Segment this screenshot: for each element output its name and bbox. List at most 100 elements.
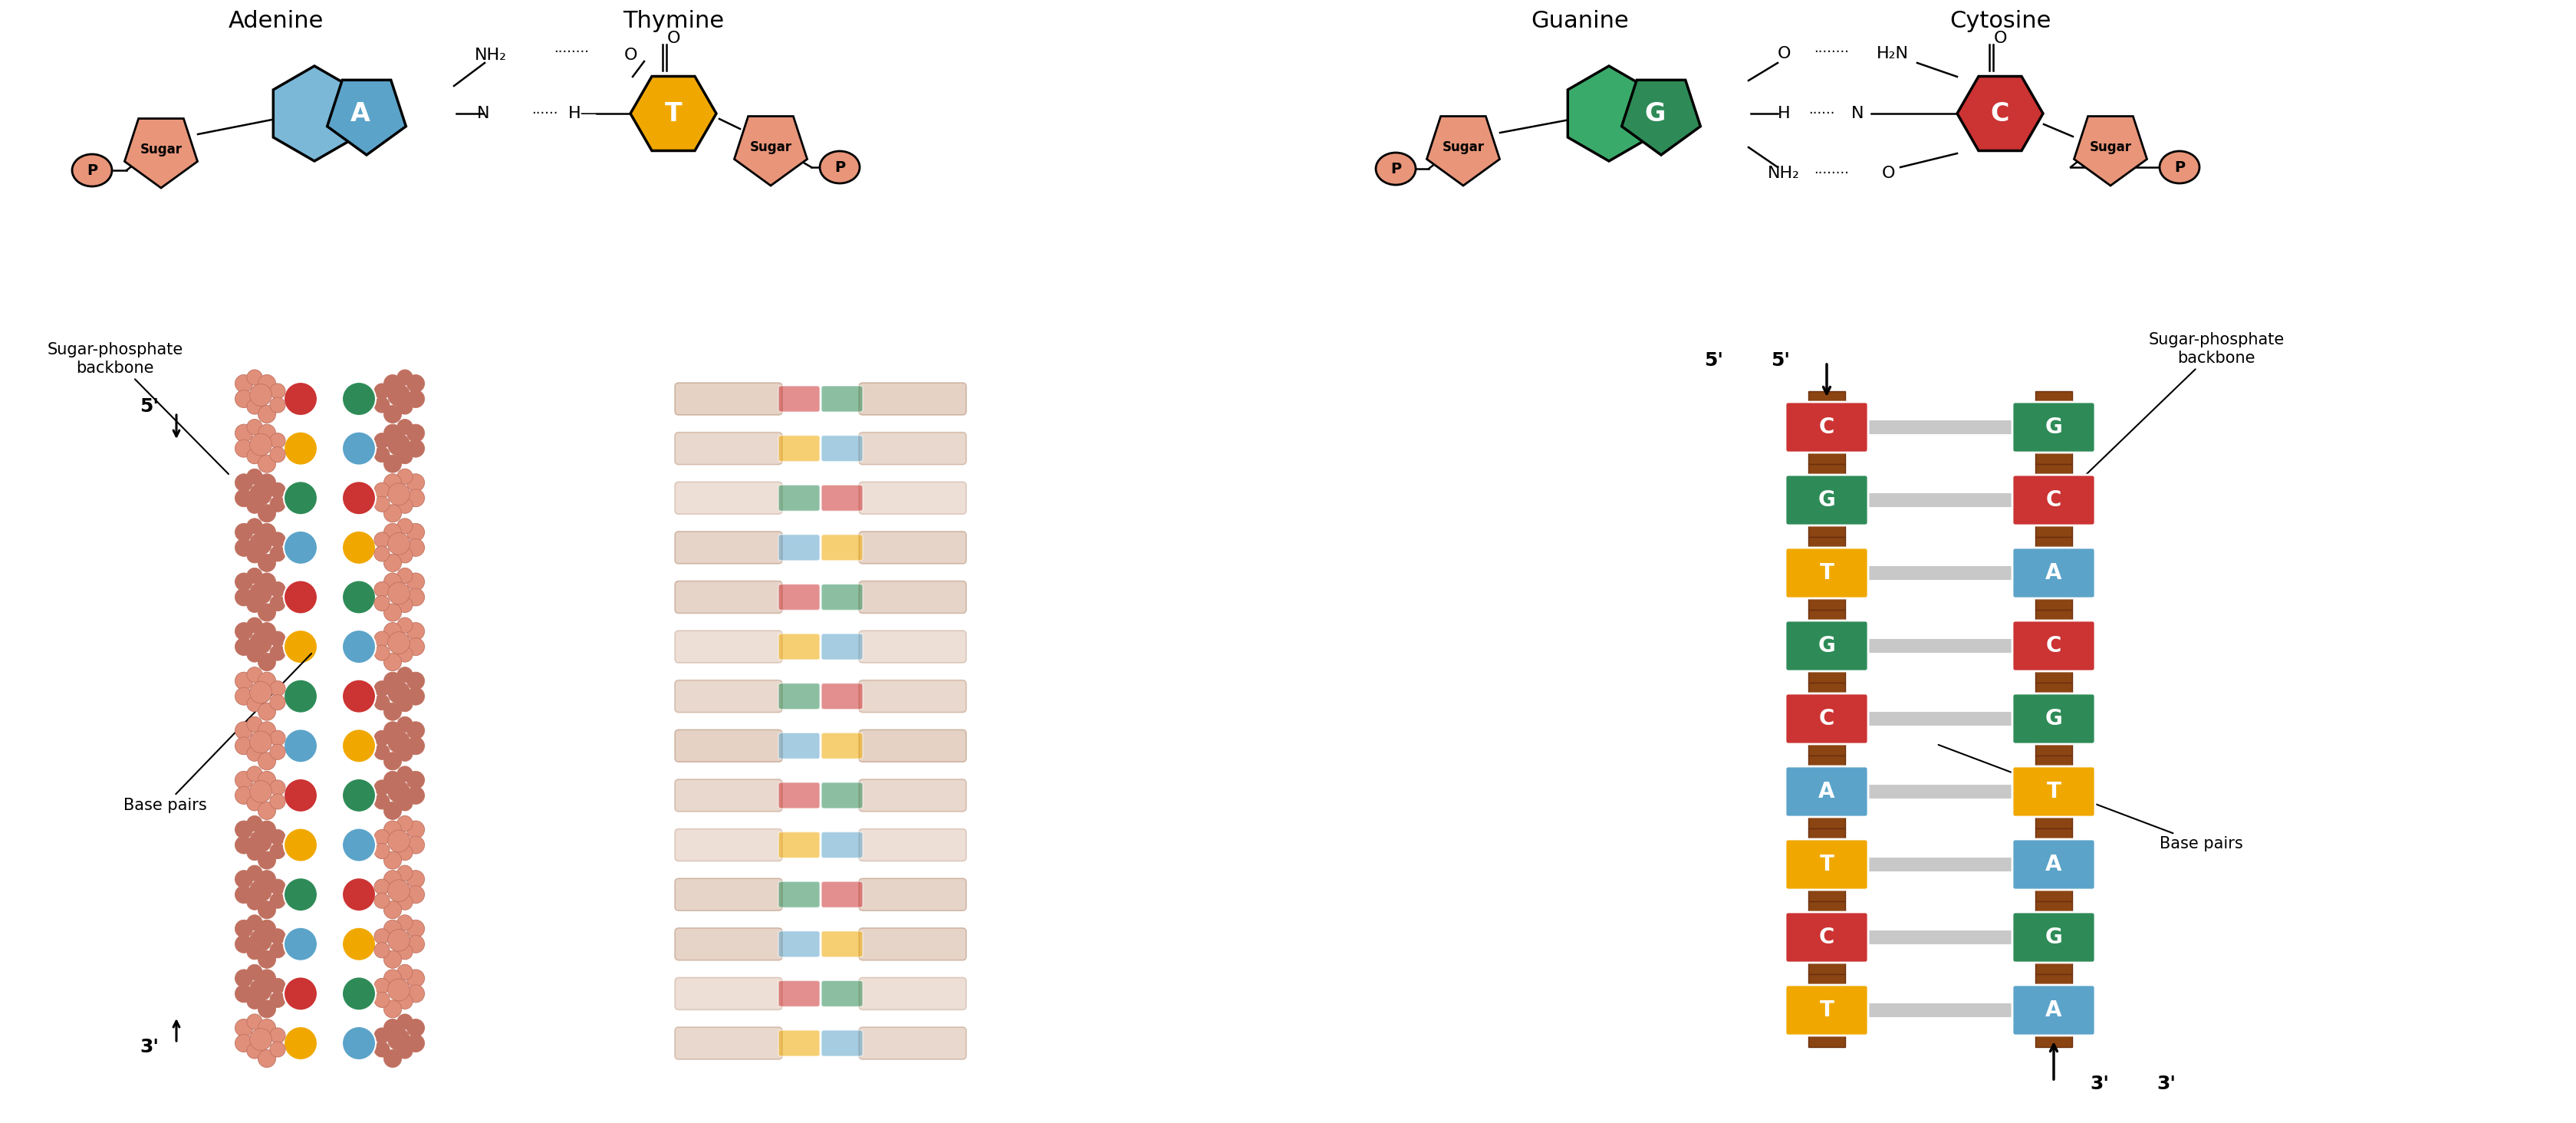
FancyBboxPatch shape <box>858 779 966 812</box>
Circle shape <box>407 870 425 888</box>
FancyBboxPatch shape <box>822 832 863 858</box>
Circle shape <box>250 483 273 505</box>
Circle shape <box>234 672 252 690</box>
Text: C: C <box>2045 490 2061 511</box>
FancyBboxPatch shape <box>822 882 863 907</box>
Circle shape <box>258 772 276 788</box>
FancyBboxPatch shape <box>822 535 863 560</box>
FancyBboxPatch shape <box>1785 839 1868 889</box>
FancyBboxPatch shape <box>675 681 783 712</box>
Polygon shape <box>1808 464 1844 537</box>
Polygon shape <box>2035 974 2071 1047</box>
Circle shape <box>407 1034 425 1052</box>
Ellipse shape <box>819 152 860 183</box>
FancyBboxPatch shape <box>778 882 819 907</box>
Circle shape <box>374 433 389 448</box>
FancyBboxPatch shape <box>675 928 783 960</box>
Text: N: N <box>1852 106 1865 121</box>
Text: C: C <box>1819 926 1834 948</box>
Text: O: O <box>1880 166 1896 181</box>
Circle shape <box>247 568 263 583</box>
Circle shape <box>250 731 273 754</box>
Circle shape <box>234 523 252 541</box>
FancyBboxPatch shape <box>1785 621 1868 672</box>
Circle shape <box>407 523 425 541</box>
Circle shape <box>234 935 252 953</box>
Circle shape <box>234 772 252 788</box>
FancyBboxPatch shape <box>2012 693 2094 745</box>
Polygon shape <box>1808 391 1844 464</box>
Text: C: C <box>1819 417 1834 438</box>
Circle shape <box>247 468 263 484</box>
Circle shape <box>234 588 252 606</box>
Circle shape <box>283 630 317 664</box>
Circle shape <box>234 969 252 987</box>
Circle shape <box>343 382 376 416</box>
Circle shape <box>397 419 412 435</box>
Circle shape <box>270 1028 286 1043</box>
Text: C: C <box>1991 101 2009 126</box>
Circle shape <box>234 439 252 457</box>
Circle shape <box>407 687 425 705</box>
Circle shape <box>384 554 402 572</box>
FancyBboxPatch shape <box>675 531 783 564</box>
Bar <box>1865 858 2014 871</box>
Circle shape <box>247 746 263 761</box>
Circle shape <box>283 382 317 416</box>
FancyBboxPatch shape <box>2012 912 2094 962</box>
Circle shape <box>384 802 402 820</box>
Text: ······: ······ <box>531 107 559 120</box>
FancyBboxPatch shape <box>675 779 783 812</box>
FancyBboxPatch shape <box>858 977 966 1010</box>
Circle shape <box>234 539 252 556</box>
Circle shape <box>270 730 286 746</box>
Circle shape <box>407 821 425 839</box>
Polygon shape <box>1808 974 1844 1047</box>
Circle shape <box>374 595 389 611</box>
Text: T: T <box>1819 563 1834 584</box>
Circle shape <box>247 667 263 683</box>
Text: Cytosine: Cytosine <box>1950 10 2050 33</box>
Circle shape <box>389 532 410 555</box>
Circle shape <box>247 844 263 860</box>
Circle shape <box>258 920 276 938</box>
Circle shape <box>234 722 252 739</box>
Circle shape <box>283 878 317 912</box>
Circle shape <box>258 703 276 721</box>
Circle shape <box>374 978 389 994</box>
Polygon shape <box>1958 76 2043 150</box>
FancyBboxPatch shape <box>1785 766 1868 816</box>
Circle shape <box>258 654 276 670</box>
Text: Base pairs: Base pairs <box>124 654 312 813</box>
Circle shape <box>270 645 286 660</box>
Circle shape <box>374 532 389 548</box>
Text: NH₂: NH₂ <box>1767 166 1801 181</box>
FancyBboxPatch shape <box>2012 548 2094 599</box>
Circle shape <box>270 830 286 844</box>
Circle shape <box>374 645 389 660</box>
Circle shape <box>247 815 263 831</box>
Circle shape <box>384 901 402 919</box>
Circle shape <box>258 752 276 770</box>
Polygon shape <box>1808 683 1844 756</box>
Text: T: T <box>665 101 683 126</box>
Circle shape <box>234 490 252 506</box>
FancyBboxPatch shape <box>822 633 863 659</box>
Circle shape <box>234 1034 252 1052</box>
Bar <box>1865 566 2014 579</box>
Circle shape <box>234 821 252 839</box>
Circle shape <box>389 483 410 505</box>
Polygon shape <box>1569 66 1651 161</box>
Circle shape <box>343 729 376 763</box>
Text: A: A <box>2045 999 2061 1021</box>
Circle shape <box>283 481 317 514</box>
Circle shape <box>397 369 412 385</box>
Circle shape <box>250 532 273 555</box>
FancyBboxPatch shape <box>858 681 966 712</box>
Circle shape <box>407 474 425 492</box>
Text: ········: ········ <box>1814 166 1850 181</box>
Circle shape <box>234 886 252 903</box>
Circle shape <box>247 369 263 385</box>
Circle shape <box>397 519 412 533</box>
Polygon shape <box>2035 464 2071 537</box>
